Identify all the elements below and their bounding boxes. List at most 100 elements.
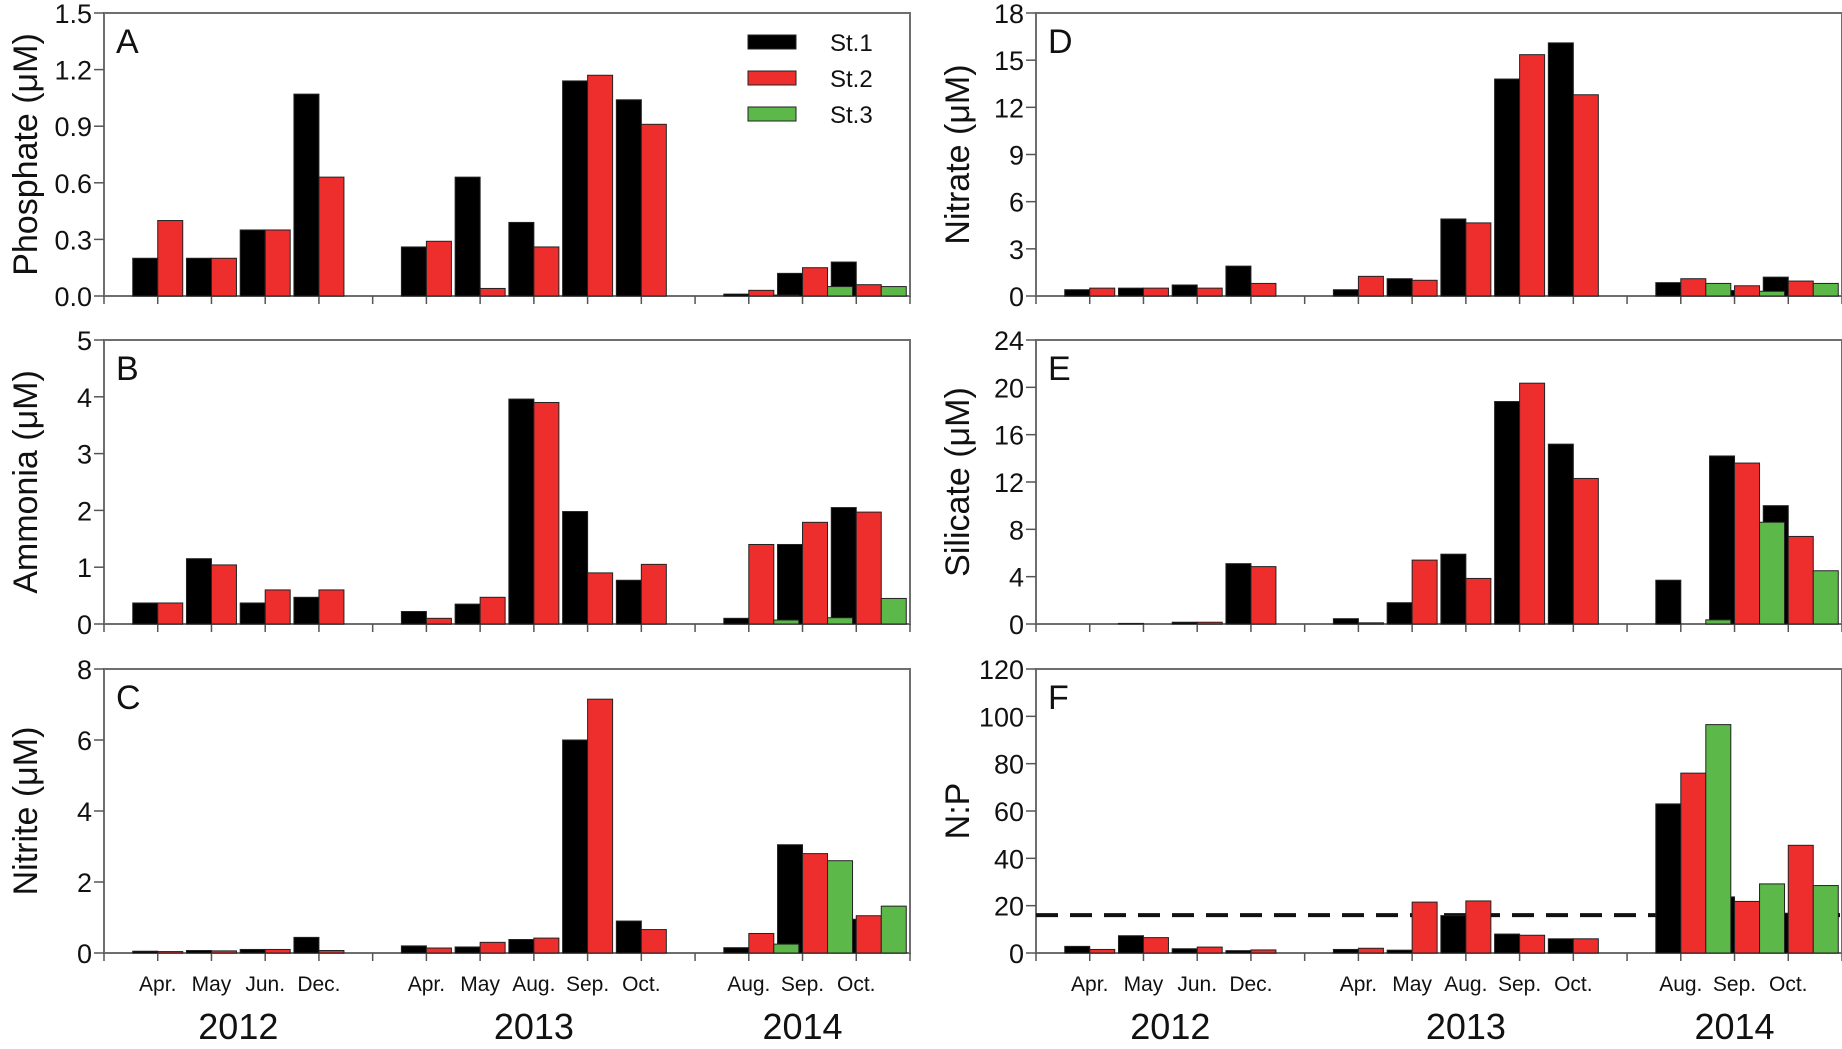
panel-d-bar-st1 — [1171, 284, 1198, 297]
panel-b-letter: B — [116, 350, 139, 388]
panel-c-bar-st2 — [264, 948, 291, 954]
panel-f-ytick-label: 80 — [994, 750, 1024, 780]
panel-d-bar-st2 — [1357, 275, 1384, 297]
panel-f-ytick-label: 20 — [994, 892, 1024, 922]
legend-swatch-st1 — [747, 34, 797, 50]
panel-d-ylabel: Nitrate (μM) — [939, 64, 977, 244]
panel-f-bar-st1 — [1440, 915, 1467, 954]
panel-d-ytick-label: 15 — [994, 46, 1024, 76]
panel-e-ytick-label: 24 — [994, 326, 1024, 356]
panel-f-category-label: Sep. — [1498, 973, 1541, 996]
panel-a-bar-st2 — [587, 74, 614, 297]
panel-e-bar-st3 — [1705, 619, 1732, 625]
panel-e-bar-st1 — [1655, 579, 1682, 625]
panel-f-category-label: Aug. — [1444, 973, 1487, 996]
panel-a-bar-st3 — [880, 286, 907, 297]
panel-c-bar-st1 — [723, 947, 750, 954]
panel-a-ylabel: Phosphate (μM) — [7, 33, 45, 276]
panel-e-bar-st1 — [1547, 443, 1574, 625]
panel-d-bar-st2 — [1089, 287, 1116, 297]
panel-c-bar-st1 — [239, 948, 266, 954]
panel-a-ytick-label: 1.5 — [54, 0, 92, 29]
panel-f-bar-st2 — [1250, 949, 1277, 954]
panel-f-category-label: Apr. — [1071, 973, 1108, 996]
panel-a-bar-st1 — [454, 176, 481, 297]
panel-a-bar-st1 — [239, 229, 266, 297]
panel-b-bar-st1 — [132, 602, 159, 625]
panel-d-bar-st1 — [1117, 287, 1144, 297]
panel-e-bar-st2 — [1357, 622, 1384, 625]
panel-e-bar-st2 — [1572, 477, 1599, 625]
panel-f-bar-st1 — [1655, 803, 1682, 954]
panel-b-bar-st1 — [508, 398, 535, 625]
panel-c-ytick-label: 4 — [77, 797, 92, 827]
panel-f-bar-st3 — [1759, 883, 1786, 954]
panel-f-bar-st2 — [1142, 937, 1169, 954]
panel-e-bar-st1 — [1117, 622, 1144, 625]
panel-c-ylabel: Nitrite (μM) — [7, 727, 45, 896]
panel-d-frame — [1035, 12, 1842, 297]
panel-e-letter: E — [1048, 350, 1071, 388]
panel-b-bar-st3 — [773, 619, 800, 625]
panel-f-bar-st1 — [1225, 950, 1252, 954]
panel-d-bar-st2 — [1411, 279, 1438, 297]
panel-c-bar-st2 — [640, 929, 667, 954]
panel-c-year-label: 2012 — [198, 1006, 278, 1047]
panel-a-bar-st2 — [748, 289, 775, 297]
panel-a-bar-st2 — [264, 229, 291, 297]
panel-f-bar-st1 — [1064, 945, 1091, 954]
panel-e-bar-st2 — [1411, 559, 1438, 625]
panel-d-letter: D — [1048, 23, 1073, 61]
panel-c-category-label: May — [192, 973, 232, 996]
panel-a-bar-st1 — [723, 293, 750, 297]
panel-f-bar-st2 — [1734, 900, 1761, 954]
panel-c-category-label: Sep. — [781, 973, 824, 996]
panel-b-bar-st2 — [587, 572, 614, 625]
panel-a-ytick-label: 0.9 — [54, 112, 92, 142]
panel-c-bar-st2 — [210, 950, 237, 954]
panel-c-bar-st3 — [827, 860, 854, 954]
panel-e-bar-st1 — [1709, 455, 1736, 625]
panel-f-category-label: May — [1124, 973, 1164, 996]
panel-e-ytick-label: 12 — [994, 468, 1024, 498]
panel-e-bar-st2 — [1465, 577, 1492, 625]
panel-e-ytick-label: 4 — [1009, 563, 1024, 593]
panel-f-bar-st2 — [1787, 844, 1814, 954]
panel-e-bar-st1 — [1171, 621, 1198, 625]
panel-a-ytick-label: 0.6 — [54, 169, 92, 199]
panel-e-bar-st1 — [1225, 563, 1252, 625]
panel-f-ytick-label: 0 — [1009, 939, 1024, 969]
panel-e-ylabel: Silicate (μM) — [939, 387, 977, 577]
panel-e-bar-st2 — [1196, 621, 1223, 625]
panel-e-bar-st2 — [1787, 535, 1814, 625]
legend-label-st1: St.1 — [830, 30, 873, 57]
panel-e-ytick-label: 8 — [1009, 515, 1024, 545]
panel-e-bar-st1 — [1440, 553, 1467, 625]
panel-d-bar-st2 — [1680, 278, 1707, 297]
panel-d-bar-st1 — [1547, 42, 1574, 297]
panel-f-category-label: Oct. — [1554, 973, 1593, 996]
panel-c-year-label: 2014 — [762, 1006, 842, 1047]
panel-a-bar-st2 — [802, 267, 829, 297]
panel-e-ytick-label: 0 — [1009, 610, 1024, 640]
panel-c-ytick-label: 6 — [77, 726, 92, 756]
panel-b-bar-st2 — [157, 602, 184, 625]
panel-a-bar-st3 — [773, 294, 800, 297]
panel-f-bar-st1 — [1332, 948, 1359, 954]
panel-a-bar-st2 — [157, 220, 184, 297]
panel-a-bar-st2 — [318, 176, 345, 297]
panel-a-bar-st2 — [533, 246, 560, 297]
panel-c-category-label: Apr. — [408, 973, 445, 996]
panel-a-bar-st1 — [400, 246, 427, 297]
panel-a-bar-st2 — [640, 123, 667, 297]
panel-f-bar-st2 — [1196, 946, 1223, 954]
panel-b-bar-st2 — [748, 543, 775, 625]
panel-f-bar-st2 — [1680, 772, 1707, 954]
panel-f-bar-st2 — [1572, 938, 1599, 954]
panel-f-category-label: Oct. — [1769, 973, 1808, 996]
panel-d-bar-st1 — [1655, 282, 1682, 297]
panel-c-bar-st1 — [508, 939, 535, 954]
panel-b-bar-st1 — [562, 511, 589, 625]
panel-b-bar-st1 — [615, 579, 642, 625]
panel-c-category-label: Oct. — [622, 973, 661, 996]
